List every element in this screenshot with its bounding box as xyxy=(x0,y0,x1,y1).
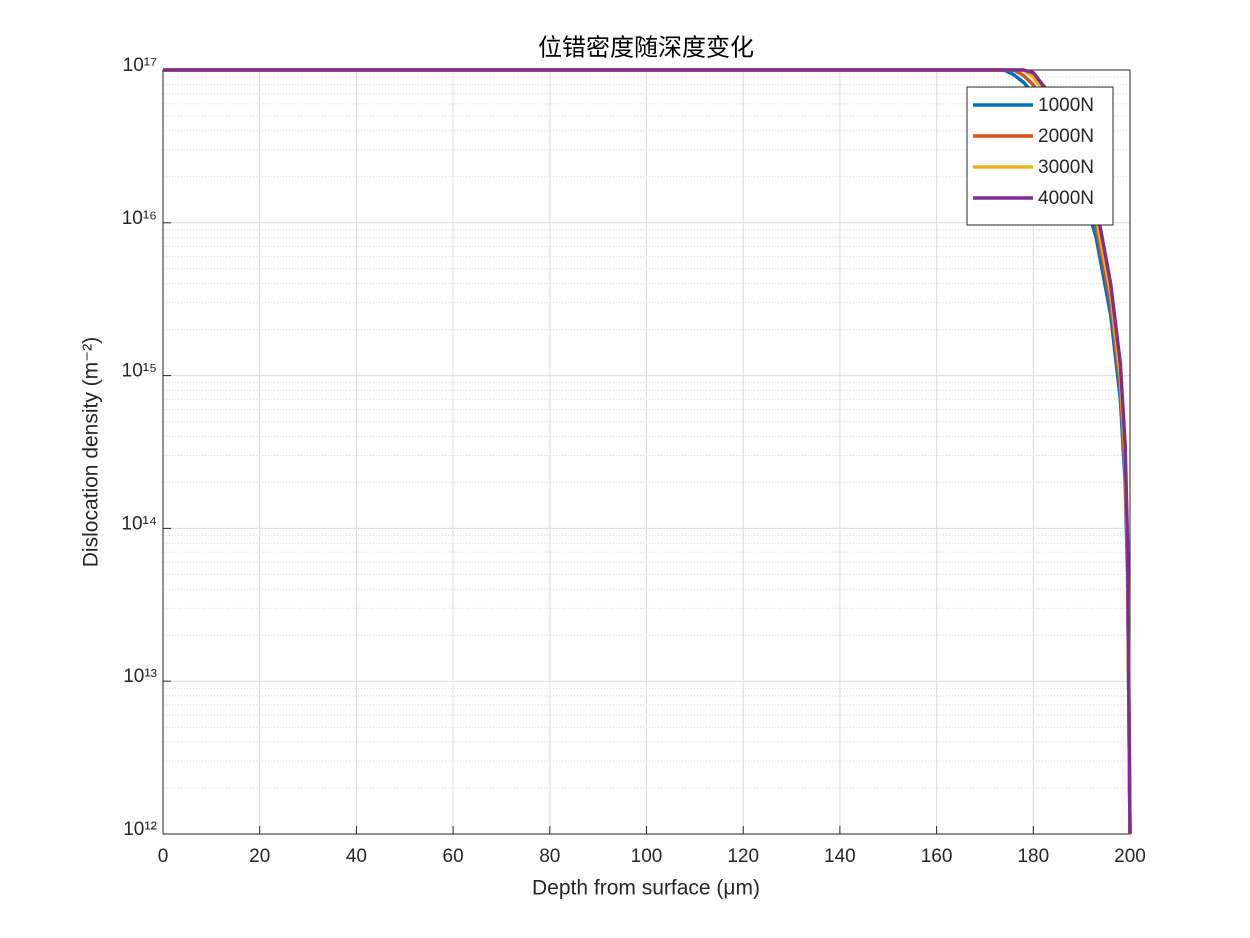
x-tick-label: 20 xyxy=(249,846,270,867)
y-tick-label: 10¹⁶ xyxy=(122,208,157,229)
x-tick-label: 180 xyxy=(1017,846,1049,867)
legend-box xyxy=(966,86,1114,226)
y-tick-label: 10¹⁴ xyxy=(121,513,157,534)
x-tick-label: 100 xyxy=(631,846,663,867)
x-tick-label: 80 xyxy=(539,846,560,867)
x-tick-label: 140 xyxy=(824,846,856,867)
x-axis-label: Depth from surface (μm) xyxy=(532,877,760,900)
y-tick-label: 10¹² xyxy=(123,819,157,840)
x-tick-label: 40 xyxy=(346,846,367,867)
x-tick-label: 60 xyxy=(443,846,464,867)
y-axis-label: Dislocation density (m⁻²) xyxy=(80,337,103,567)
x-tick-label: 120 xyxy=(727,846,759,867)
chart-title: 位错密度随深度变化 xyxy=(538,34,754,62)
y-tick-label: 10¹⁵ xyxy=(122,361,157,382)
x-tick-label: 0 xyxy=(158,846,169,867)
y-tick-label: 10¹⁷ xyxy=(123,55,157,76)
legend-label: 3000N xyxy=(1038,157,1094,178)
legend-label: 1000N xyxy=(1038,95,1094,116)
legend-label: 2000N xyxy=(1038,126,1094,147)
legend-label: 4000N xyxy=(1038,188,1094,209)
x-tick-label: 160 xyxy=(921,846,953,867)
y-tick-label: 10¹³ xyxy=(123,666,157,687)
x-tick-label: 200 xyxy=(1114,846,1146,867)
